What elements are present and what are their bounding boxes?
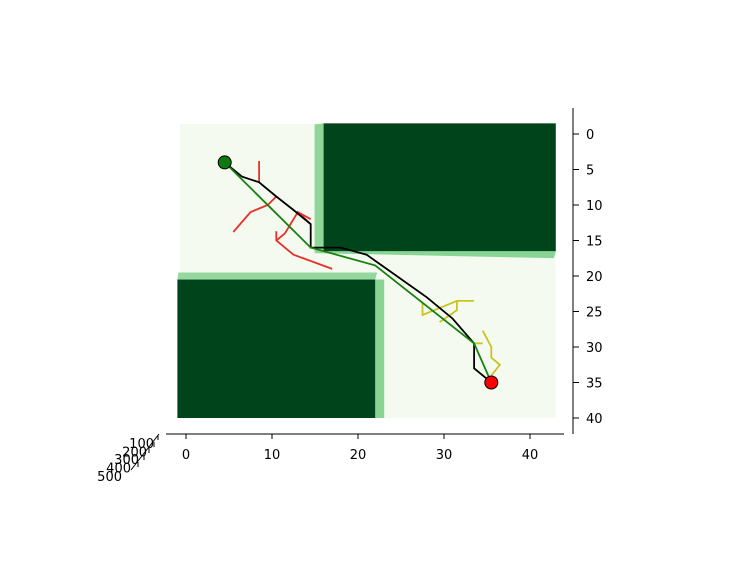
y-tick-label: 40 [586,412,603,427]
y-tick-label: 35 [586,377,603,392]
y-tick-label: 30 [586,341,603,356]
y-tick-label: 20 [586,270,603,285]
obstacle-edge [314,123,324,254]
goal-tree-edge [481,330,502,376]
obstacle-block [177,279,376,418]
start-tree-edge [275,231,333,270]
x-tick-label: 10 [264,448,281,463]
smoothed-path-line [224,161,493,383]
obstacle-edge [177,272,378,280]
obstacle-edge [314,251,556,259]
y-tick-label: 10 [586,199,603,214]
x-tick-label: 20 [350,448,367,463]
y-tick-label: 15 [586,235,603,250]
start-marker [217,155,232,170]
x-tick-label: 0 [182,448,190,463]
z-axis-line [130,433,160,471]
y-tick-label: 5 [586,164,594,179]
z-tick-label: 100 [129,437,154,452]
obstacle-edge [375,279,385,418]
marker-layer [217,155,499,390]
z-tick-label: 300 [114,453,139,468]
z-tick-label: 200 [122,446,147,461]
goal-marker [484,375,499,390]
y-tick-label: 25 [586,306,603,321]
x-tick-label: 40 [522,448,539,463]
raw-path-line [224,161,492,384]
goal-tree-edge [439,300,458,323]
obstacle-block [323,123,556,252]
start-tree-edge [232,195,277,233]
start-tree-edge [297,211,312,220]
z-tick-label: 500 [97,470,122,485]
y-tick-label: 0 [586,128,594,143]
z-tick-label: 400 [106,462,131,477]
surface-layer [177,123,556,418]
path-layer [224,161,493,384]
x-tick-label: 30 [436,448,453,463]
